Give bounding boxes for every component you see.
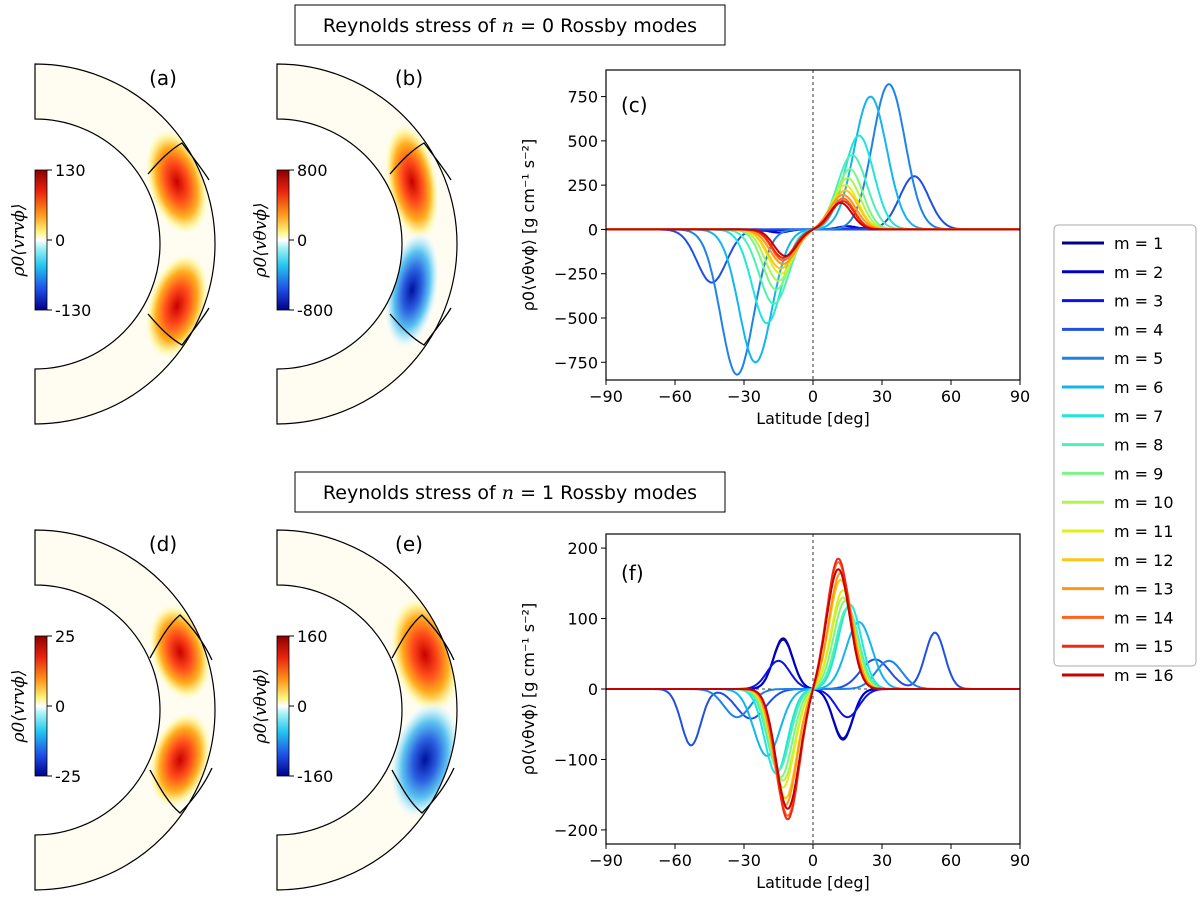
chart-f: −90 −60 −30 0 30 60 90 −200 −100 0 100 200 Latitude …: [519, 533, 1030, 892]
y-tick-label: −200: [554, 821, 598, 840]
panel-b-cbar-mid: 0: [297, 231, 307, 250]
panel-b-cbar-max: 800: [297, 161, 328, 180]
legend-frame: [1053, 224, 1197, 667]
y-tick-label: 0: [588, 220, 598, 239]
panel-e-colorbar: 160 0 -160 ρ0⟨vθvϕ⟩: [251, 627, 333, 786]
x-tick-label: −60: [658, 851, 692, 870]
panel-a-label: (a): [149, 66, 177, 90]
legend-label-15: m = 15: [1114, 637, 1174, 656]
title-top: Reynolds stress of n = 0 Rossby modes: [294, 4, 726, 46]
x-tick-label: 30: [872, 851, 892, 870]
y-tick-label: 500: [567, 132, 598, 151]
panel-c-label: (c): [621, 93, 648, 117]
panel-d-cbar-min: -25: [55, 767, 81, 786]
legend-label-11: m = 11: [1114, 522, 1174, 541]
plot-frame: [605, 69, 1021, 381]
x-tick-label: 0: [808, 387, 818, 406]
x-tick-label: 60: [941, 387, 961, 406]
x-tick-label: −60: [658, 387, 692, 406]
legend-label-7: m = 7: [1114, 407, 1163, 426]
panel-d-colorbar: 25 0 -25 ρ0⟨vrvϕ⟩: [9, 627, 81, 786]
x-tick-label: 60: [941, 851, 961, 870]
legend-label-16: m = 16: [1114, 666, 1174, 685]
y-axis-label: ρ0⟨vθvϕ⟩ [g cm⁻¹ s⁻²]: [519, 603, 538, 775]
panel-a-colorbar: 130 0 -130 ρ0⟨vrvϕ⟩: [9, 161, 91, 320]
panel-b-colorbar: 800 0 -800 ρ0⟨vθvϕ⟩: [251, 161, 333, 320]
title-bottom-text-1: Reynolds stress of: [323, 482, 502, 504]
panel-e-cbar-label: ρ0⟨vθvϕ⟩: [251, 668, 271, 744]
legend-label-4: m = 4: [1114, 320, 1163, 339]
svg-text:Reynolds stress of n = 1 Rossb: Reynolds stress of n = 1 Rossby modes: [323, 482, 697, 504]
panel-e-cbar-min: -160: [297, 767, 333, 786]
y-tick-label: −500: [554, 309, 598, 328]
panel-d-cbar-max: 25: [55, 627, 75, 646]
x-tick-label: 90: [1010, 387, 1030, 406]
legend-label-1: m = 1: [1114, 234, 1163, 253]
panel-e-label: (e): [395, 532, 423, 556]
panel-a-cbar-label: ρ0⟨vrvϕ⟩: [9, 204, 29, 278]
legend-label-6: m = 6: [1114, 378, 1163, 397]
x-tick-label: 30: [872, 387, 892, 406]
legend: m = 1 m = 2 m = 3 m = 4 m = 5 m = 6 m = 7 m = 8…: [1053, 224, 1197, 685]
y-tick-label: −750: [554, 353, 598, 372]
y-axis-label: ρ0⟨vθvϕ⟩ [g cm⁻¹ s⁻²]: [519, 139, 538, 311]
title-top-text-2: n: [502, 15, 514, 37]
legend-label-2: m = 2: [1114, 263, 1163, 282]
x-tick-label: −30: [727, 387, 761, 406]
y-tick-label: 750: [567, 88, 598, 107]
panel-b-label: (b): [395, 66, 423, 90]
series-line-f-16: [606, 568, 1020, 810]
y-tick-label: 250: [567, 176, 598, 195]
svg-text:Reynolds stress of n = 0 Rossb: Reynolds stress of n = 0 Rossby modes: [323, 15, 697, 37]
panel-d-cbar-label: ρ0⟨vrvϕ⟩: [9, 670, 29, 744]
panel-a-cbar-max: 130: [55, 161, 86, 180]
x-axis-label: Latitude [deg]: [756, 873, 870, 892]
panel-b-cbar-label: ρ0⟨vθvϕ⟩: [251, 202, 271, 278]
title-bottom-text-2: n: [502, 482, 514, 504]
panel-e-cbar-mid: 0: [297, 697, 307, 716]
title-bottom: Reynolds stress of n = 1 Rossby modes: [294, 471, 726, 513]
legend-label-8: m = 8: [1114, 436, 1163, 455]
chart-c: −90 −60 −30 0 30 60 90 −750 −500 −250 0 250 500 750 La…: [519, 69, 1030, 428]
x-tick-label: −30: [727, 851, 761, 870]
series-line-c-16: [606, 201, 1020, 258]
panel-d-label: (d): [149, 532, 177, 556]
panel-e-cbar-max: 160: [297, 627, 328, 646]
title-bottom-text-3: = 1 Rossby modes: [514, 482, 697, 504]
panel-a-cbar-mid: 0: [55, 231, 65, 250]
y-tick-label: 100: [567, 610, 598, 629]
legend-label-12: m = 12: [1114, 551, 1174, 570]
y-tick-label: 0: [588, 680, 598, 699]
legend-label-10: m = 10: [1114, 493, 1174, 512]
x-axis-label: Latitude [deg]: [756, 409, 870, 428]
x-tick-label: 90: [1010, 851, 1030, 870]
panel-d-shell: (d): [34, 529, 216, 891]
x-tick-label: −90: [589, 387, 623, 406]
panel-f-label: (f): [621, 561, 644, 585]
y-tick-label: −250: [554, 265, 598, 284]
legend-label-9: m = 9: [1114, 464, 1163, 483]
title-top-text-1: Reynolds stress of: [323, 15, 502, 37]
legend-label-13: m = 13: [1114, 580, 1174, 599]
legend-label-3: m = 3: [1114, 292, 1163, 311]
legend-label-14: m = 14: [1114, 608, 1174, 627]
x-tick-label: 0: [808, 851, 818, 870]
panel-b-cbar-min: -800: [297, 301, 333, 320]
legend-label-5: m = 5: [1114, 349, 1163, 368]
x-tick-label: −90: [589, 851, 623, 870]
y-tick-label: −100: [554, 750, 598, 769]
y-tick-label: 200: [567, 539, 598, 558]
title-top-text-3: = 0 Rossby modes: [514, 15, 697, 37]
panel-a-cbar-min: -130: [55, 301, 91, 320]
panel-d-cbar-mid: 0: [55, 697, 65, 716]
